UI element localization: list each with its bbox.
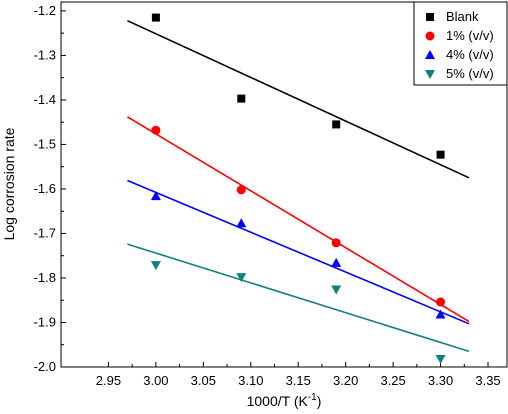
data-point-series-3 [435,309,446,319]
fit-line-series-3 [127,179,470,325]
x-axis-title: 1000/T (K-1) [247,392,322,409]
x-tick-label: 3.10 [238,373,263,388]
x-axis-ticks: 2.95 3.00 3.05 3.10 3.15 3.20 3.25 3.30 3.35 [96,362,501,388]
x-tick-label: 3.20 [333,373,358,388]
legend: Blank 1% (v/v) 4% (v/v) 5% (v/v) [413,1,508,86]
fit-lines [127,19,470,353]
legend-label-series-1: Blank [446,9,479,24]
data-point-series-2 [236,185,246,195]
legend-label-series-2: 1% (v/v) [446,28,494,43]
data-point-series-3 [150,191,161,201]
data-point-series-3 [236,218,247,228]
data-point-series-2 [151,125,161,135]
legend-marker-series-2 [425,31,435,41]
x-tick-label: 3.35 [475,373,500,388]
y-tick-label: -1.2 [34,3,56,18]
legend-marker-series-1 [426,13,434,21]
x-tick-label: 3.25 [380,373,405,388]
y-tick-label: -1.6 [34,181,56,196]
y-tick-label: -1.7 [34,225,56,240]
x-tick-label: 3.00 [143,373,168,388]
data-point-series-1 [436,150,445,159]
x-tick-label: 2.95 [96,373,121,388]
y-tick-label: -2.0 [34,359,56,374]
y-tick-label: -1.8 [34,270,56,285]
data-point-series-3 [331,257,342,267]
data-point-series-4 [435,354,446,364]
data-point-series-4 [150,261,161,271]
y-tick-label: -1.3 [34,47,56,62]
x-tick-label: 3.05 [191,373,216,388]
legend-marker-series-3 [425,50,435,59]
data-point-series-2 [331,238,341,248]
x-tick-label: 3.30 [428,373,453,388]
y-axis-title: Log corrosion rate [1,127,17,240]
data-point-series-2 [436,297,446,307]
data-markers [150,13,446,364]
y-tick-label: -1.5 [34,136,56,151]
data-point-series-4 [331,285,342,295]
plot-frame [60,1,508,368]
fit-line-series-1 [127,19,470,179]
x-tick-label: 3.15 [286,373,311,388]
legend-label-series-4: 5% (v/v) [446,66,494,81]
y-axis-ticks: -1.2 -1.3 -1.4 -1.5 -1.6 -1.7 -1.8 -1.9 -2.0 [34,3,66,374]
y-tick-label: -1.4 [34,92,56,107]
legend-label-series-3: 4% (v/v) [446,47,494,62]
data-point-series-4 [236,273,247,283]
data-point-series-1 [237,94,246,103]
y-tick-label: -1.9 [34,314,56,329]
data-point-series-1 [332,120,341,129]
legend-marker-series-4 [425,70,435,79]
fit-line-series-4 [127,243,470,353]
fit-line-series-2 [127,116,470,323]
data-point-series-1 [151,13,160,22]
